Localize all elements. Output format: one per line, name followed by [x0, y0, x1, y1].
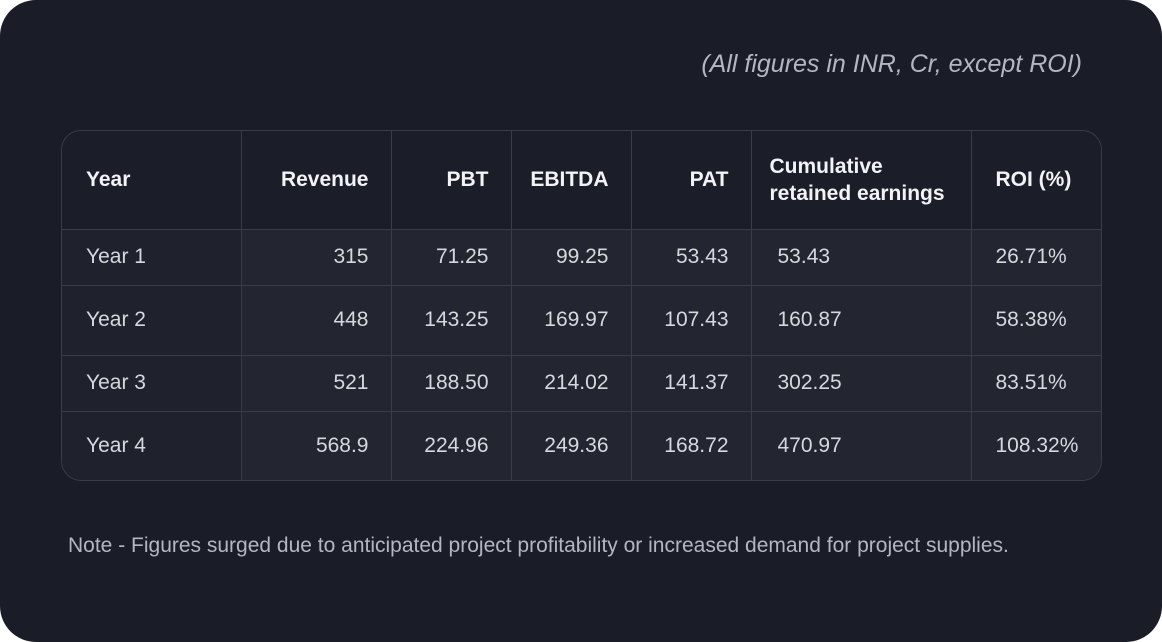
header-revenue: Revenue — [241, 131, 392, 230]
cell-ebitda: 169.97 — [511, 285, 632, 356]
cell-year: Year 3 — [62, 355, 242, 412]
cell-pat: 168.72 — [631, 411, 752, 480]
header-roi: ROI (%) — [971, 131, 1101, 230]
header-ebitda: EBITDA — [511, 131, 632, 230]
cell-pat: 107.43 — [631, 285, 752, 356]
cell-roi: 83.51% — [971, 355, 1101, 412]
cell-ebitda: 99.25 — [511, 229, 632, 286]
header-pat: PAT — [631, 131, 752, 230]
cell-pat: 53.43 — [631, 229, 752, 286]
table-row: Year 3 521 188.50 214.02 141.37 302.25 8… — [62, 355, 1101, 412]
header-pbt: PBT — [391, 131, 512, 230]
cell-pbt: 188.50 — [391, 355, 512, 412]
cell-roi: 108.32% — [971, 411, 1101, 480]
cell-cumulative: 160.87 — [751, 285, 972, 356]
header-cumulative-line2: retained earnings — [769, 181, 945, 205]
header-cumulative-line1: Cumulative — [769, 154, 883, 178]
cell-year: Year 4 — [62, 411, 242, 480]
cell-roi: 26.71% — [971, 229, 1101, 286]
table-row: Year 1 315 71.25 99.25 53.43 53.43 26.71… — [62, 229, 1101, 286]
footnote: Note - Figures surged due to anticipated… — [68, 534, 1009, 557]
cell-year: Year 2 — [62, 285, 242, 356]
financial-table: Year Revenue PBT EBITDA PAT Cumulative re… — [62, 131, 1101, 480]
table-row: Year 4 568.9 224.96 249.36 168.72 470.97… — [62, 411, 1101, 480]
cell-pbt: 71.25 — [391, 229, 512, 286]
cell-revenue: 315 — [241, 229, 392, 286]
cell-roi: 58.38% — [971, 285, 1101, 356]
cell-pbt: 224.96 — [391, 411, 512, 480]
cell-pbt: 143.25 — [391, 285, 512, 356]
cell-cumulative: 470.97 — [751, 411, 972, 480]
cell-revenue: 448 — [241, 285, 392, 356]
header-year: Year — [62, 131, 242, 230]
cell-revenue: 521 — [241, 355, 392, 412]
table-row: Year 2 448 143.25 169.97 107.43 160.87 5… — [62, 285, 1101, 356]
cell-ebitda: 214.02 — [511, 355, 632, 412]
header-cumulative-retained-earnings: Cumulative retained earnings — [751, 131, 972, 230]
units-note: (All figures in INR, Cr, except ROI) — [701, 50, 1082, 78]
cell-cumulative: 302.25 — [751, 355, 972, 412]
financial-table-container: Year Revenue PBT EBITDA PAT Cumulative re… — [61, 130, 1102, 481]
cell-year: Year 1 — [62, 229, 242, 286]
table-header-row: Year Revenue PBT EBITDA PAT Cumulative re… — [62, 131, 1101, 230]
cell-cumulative: 53.43 — [751, 229, 972, 286]
cell-revenue: 568.9 — [241, 411, 392, 480]
cell-ebitda: 249.36 — [511, 411, 632, 480]
cell-pat: 141.37 — [631, 355, 752, 412]
